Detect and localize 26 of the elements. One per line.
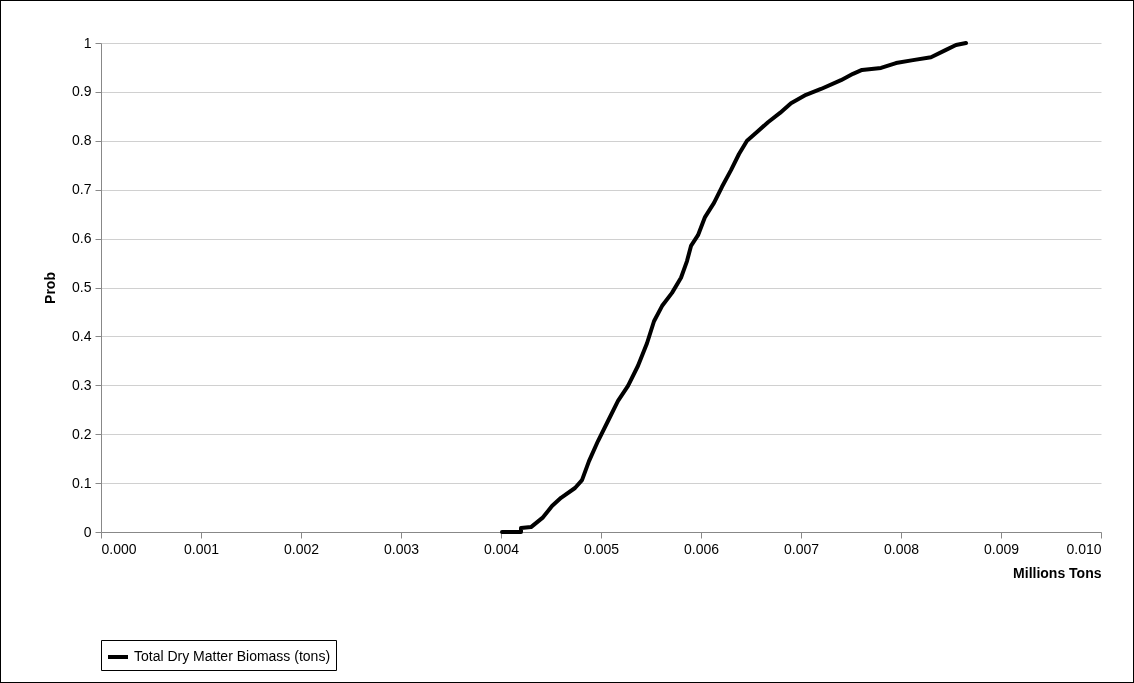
x-tick-label: 0.002 (283, 540, 320, 557)
y-tick-label: 0.2 (72, 425, 92, 442)
line-series (500, 41, 968, 534)
y-tick-label: 0.8 (72, 132, 92, 149)
y-tick-label: 0.9 (72, 83, 92, 100)
y-tick-label: 1 (83, 34, 92, 51)
x-tick-label: 0.003 (383, 540, 420, 557)
x-tick-label: 0.000 (101, 540, 137, 557)
y-tick-label: 0.6 (72, 230, 92, 247)
legend-label: Total Dry Matter Biomass (tons) (134, 648, 331, 664)
x-tick-label: 0.008 (883, 540, 920, 557)
x-tick-label: 0.007 (783, 540, 820, 557)
y-tick-label: 0 (83, 523, 92, 540)
x-tick-label: 0.001 (183, 540, 220, 557)
x-tick-label: 0.004 (483, 540, 520, 557)
y-axis-title: Prob (42, 272, 59, 304)
x-tick-label: 0.010 (1066, 540, 1102, 557)
y-tick-label: 0.1 (72, 474, 92, 491)
x-tick-label: 0.005 (583, 540, 620, 557)
y-tick-label: 0.3 (72, 376, 92, 393)
y-tick-label: 0.5 (72, 279, 92, 295)
y-tick-label: 0.7 (72, 181, 92, 198)
y-tick-label: 0.4 (72, 327, 92, 344)
x-axis-title: Millions Tons (1013, 564, 1102, 581)
x-tick-label: 0.006 (683, 540, 720, 557)
x-tick-label: 0.009 (983, 540, 1020, 557)
